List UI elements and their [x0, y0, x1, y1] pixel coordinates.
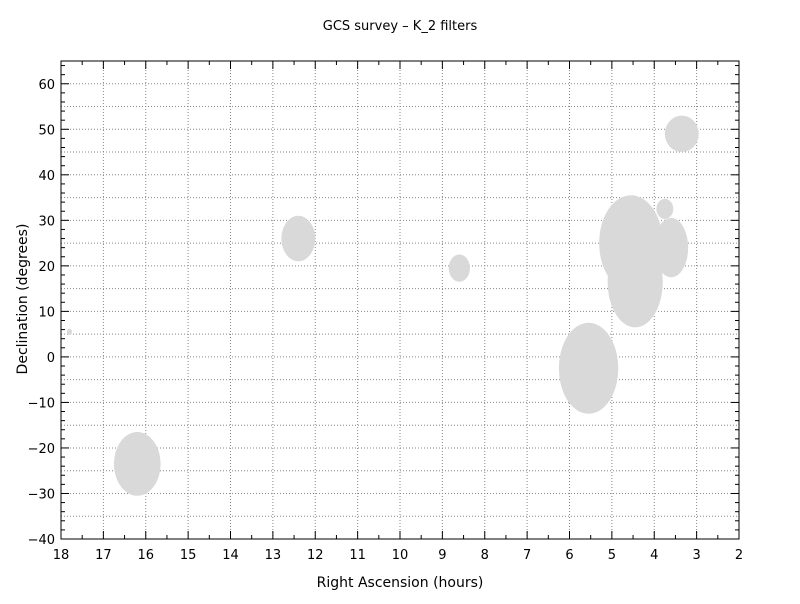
x-tick-label: 8 — [481, 548, 489, 563]
survey-region — [607, 236, 663, 328]
y-axis-label: Declination (degrees) — [15, 224, 31, 375]
x-tick-label: 6 — [565, 548, 573, 563]
survey-region — [113, 432, 161, 496]
survey-region — [656, 198, 674, 219]
chart-title: GCS survey – K_2 filters — [323, 19, 478, 34]
y-tick-label: 0 — [47, 351, 55, 366]
x-axis-label: Right Ascension (hours) — [317, 575, 484, 591]
x-tick-label: 17 — [95, 548, 112, 563]
x-tick-label: 2 — [735, 548, 743, 563]
x-tick-label: 15 — [180, 548, 197, 563]
x-tick-label: 3 — [692, 548, 700, 563]
x-tick-label: 11 — [349, 548, 366, 563]
y-tick-label: 40 — [38, 169, 55, 184]
survey-region — [66, 328, 73, 336]
y-tick-label: −40 — [28, 533, 55, 548]
y-tick-label: 20 — [38, 260, 55, 275]
y-tick-label: −30 — [28, 487, 55, 502]
survey-region — [664, 115, 699, 153]
x-tick-label: 16 — [137, 548, 154, 563]
x-tick-label: 12 — [307, 548, 324, 563]
x-tick-label: 4 — [650, 548, 658, 563]
x-tick-label: 18 — [53, 548, 70, 563]
axes-layer — [60, 60, 740, 540]
y-tick-label: 60 — [38, 78, 55, 93]
y-tick-label: −20 — [28, 442, 55, 457]
x-tick-label: 7 — [523, 548, 531, 563]
y-tick-label: 50 — [38, 123, 55, 138]
y-tick-label: 10 — [38, 305, 55, 320]
x-tick-label: 10 — [392, 548, 409, 563]
regions-layer — [66, 115, 699, 496]
labels-layer: GCS survey – K_2 filters Right Ascension… — [15, 19, 743, 591]
y-tick-label: −10 — [28, 396, 55, 411]
x-tick-label: 13 — [265, 548, 282, 563]
y-tick-label: 30 — [38, 214, 55, 229]
x-tick-label: 5 — [608, 548, 616, 563]
survey-region — [558, 322, 619, 414]
x-tick-label: 14 — [222, 548, 239, 563]
x-tick-label: 9 — [438, 548, 446, 563]
survey-region — [281, 215, 316, 262]
survey-region — [448, 254, 470, 282]
survey-region — [654, 218, 689, 278]
